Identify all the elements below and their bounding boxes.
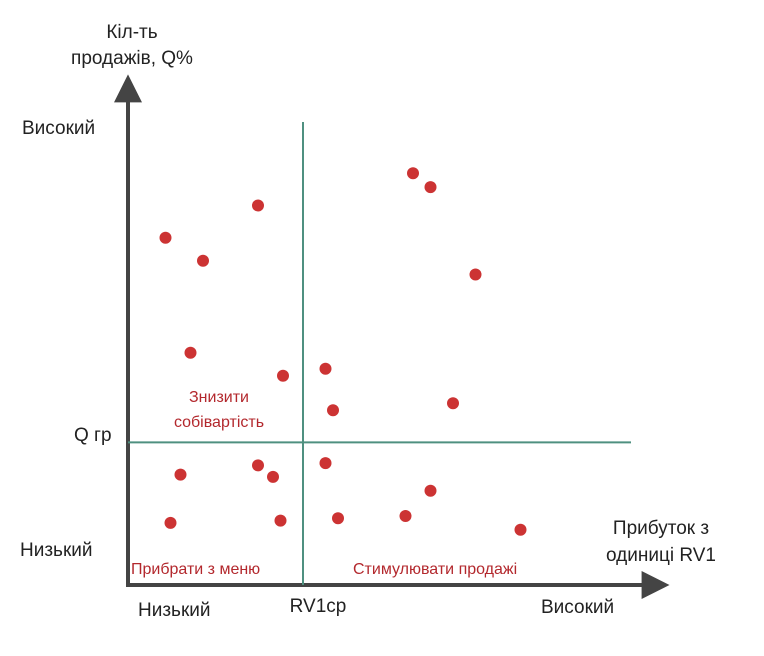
data-point [164, 516, 177, 529]
data-point [447, 397, 459, 410]
quadrant-label-top-left-line-1: Знизити [189, 389, 249, 406]
data-point [252, 199, 264, 212]
data-point [319, 457, 332, 470]
data-point [267, 470, 279, 483]
x-high-label: Високий [541, 597, 614, 618]
y-axis-title-line-1: Кіл-ть [106, 22, 157, 43]
quadrant-label-bottom-left: Прибрати з меню [131, 561, 260, 578]
x-low-label: Низький [138, 600, 210, 621]
data-point [407, 167, 419, 180]
data-point [197, 254, 209, 267]
data-point [399, 510, 412, 522]
data-point [514, 523, 527, 536]
data-point [469, 268, 482, 281]
data-point [319, 362, 332, 375]
x-axis-title-line-2: одиниці RV1 [606, 545, 716, 566]
quadrant-label-top-left-line-2: собівартість [174, 414, 264, 431]
data-point [274, 514, 287, 527]
data-point [184, 346, 197, 359]
x-threshold-label: RV1ср [290, 596, 347, 617]
data-point [424, 181, 437, 194]
data-points [159, 167, 527, 536]
data-point [277, 369, 289, 382]
data-point [332, 512, 344, 525]
quadrant-label-bottom-right: Стимулювати продажі [353, 561, 517, 578]
data-point [252, 459, 264, 472]
y-high-label: Високий [22, 118, 95, 139]
data-point [159, 231, 172, 244]
y-threshold-label: Q гр [74, 425, 112, 446]
data-point [424, 484, 437, 497]
y-axis-title-line-2: продажів, Q% [71, 48, 193, 69]
y-low-label: Низький [20, 540, 92, 561]
x-axis-title-line-1: Прибуток з [613, 518, 709, 539]
data-point [174, 468, 187, 481]
data-point [327, 404, 339, 417]
